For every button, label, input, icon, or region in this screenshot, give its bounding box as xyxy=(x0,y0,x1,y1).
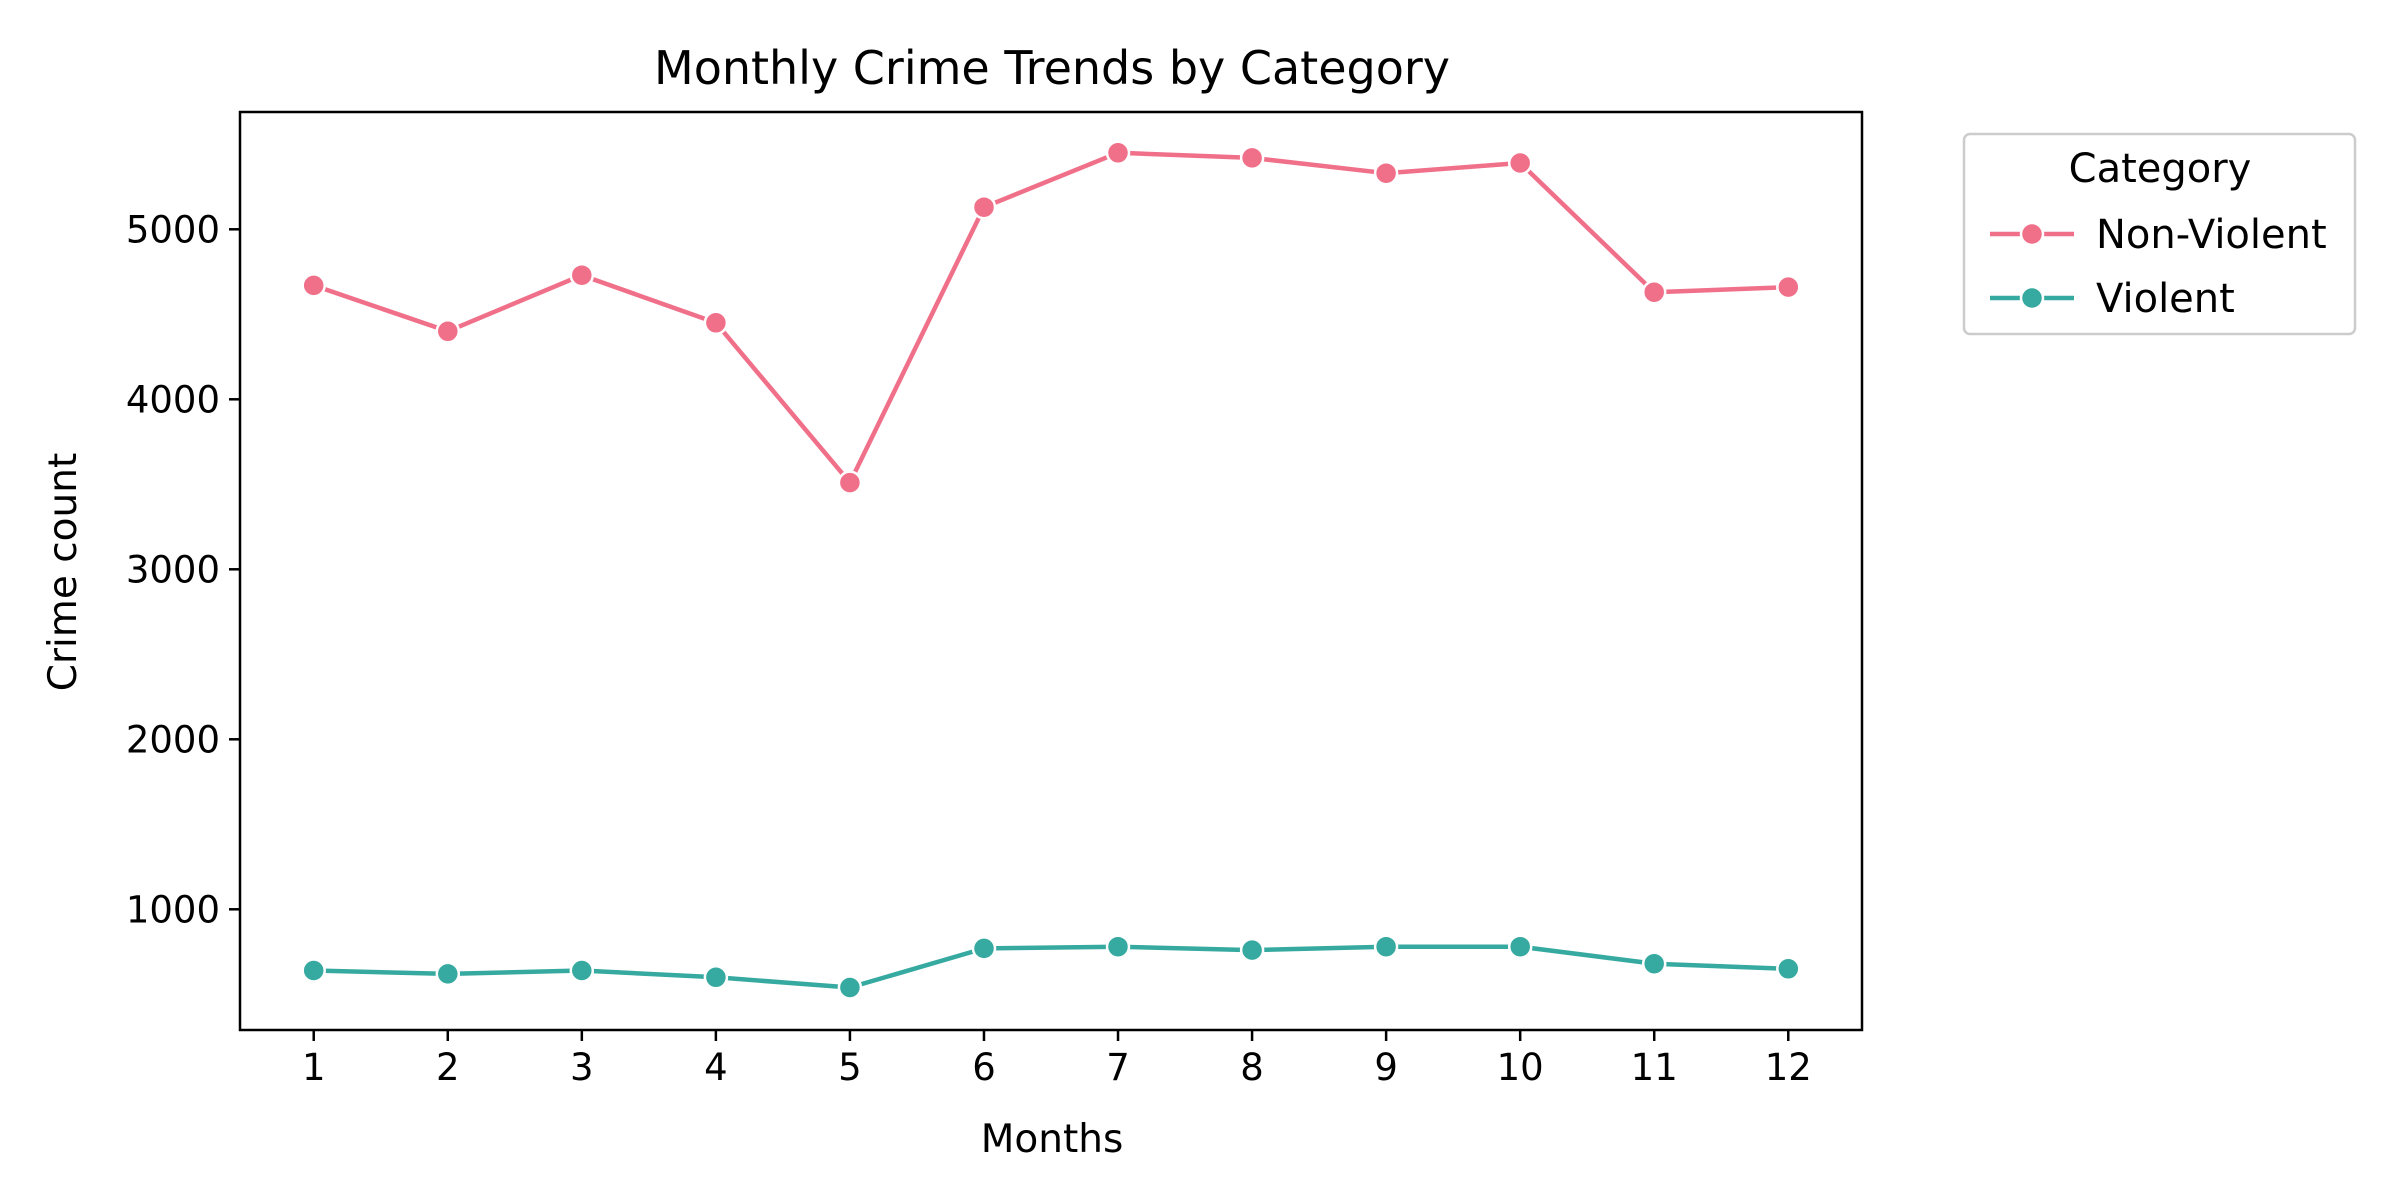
x-tick-label: 9 xyxy=(1374,1046,1398,1089)
legend-marker-non-violent xyxy=(2019,221,2045,247)
x-tick-label: 10 xyxy=(1497,1046,1544,1089)
data-point-non-violent-9 xyxy=(1373,160,1399,186)
legend-label-violent: Violent xyxy=(2096,276,2235,322)
x-tick-label: 5 xyxy=(838,1046,862,1089)
axes-frame xyxy=(238,110,1864,1032)
y-tick-label: 4000 xyxy=(126,378,220,421)
data-point-violent-4 xyxy=(703,965,729,990)
y-tick-label: 5000 xyxy=(126,208,220,251)
legend-label-non-violent: Non-Violent xyxy=(2096,212,2327,258)
data-point-non-violent-8 xyxy=(1239,145,1265,171)
data-point-non-violent-5 xyxy=(837,470,863,495)
data-point-violent-8 xyxy=(1239,937,1265,963)
legend-frame xyxy=(1962,132,2357,336)
legend-title: Category xyxy=(2069,146,2252,192)
x-tick-label: 2 xyxy=(436,1046,460,1089)
data-point-non-violent-2 xyxy=(435,319,461,344)
legend-entries: Non-Violent Violent xyxy=(1990,212,2327,322)
y-tick-label: 3000 xyxy=(126,548,220,591)
y-axis-label: Crime count xyxy=(41,453,86,692)
data-point-non-violent-11 xyxy=(1641,279,1667,305)
data-point-violent-11 xyxy=(1641,951,1667,976)
data-point-non-violent-6 xyxy=(971,194,997,220)
x-axis-label: Months xyxy=(981,1117,1124,1162)
x-tick-label: 11 xyxy=(1631,1046,1678,1089)
chart-title: Monthly Crime Trends by Category xyxy=(654,41,1450,95)
data-point-non-violent-3 xyxy=(569,262,595,288)
data-point-non-violent-1 xyxy=(301,273,326,298)
data-point-violent-6 xyxy=(971,936,997,961)
data-point-non-violent-12 xyxy=(1776,274,1801,300)
data-point-violent-12 xyxy=(1776,956,1801,982)
legend-marker-violent xyxy=(2019,285,2045,311)
x-tick-label: 12 xyxy=(1765,1046,1812,1089)
legend: Category Non-Violent Violent xyxy=(1962,132,2357,336)
data-point-violent-7 xyxy=(1105,934,1131,959)
data-point-non-violent-4 xyxy=(703,310,729,336)
y-tick-label: 1000 xyxy=(126,888,220,931)
y-tick-label: 2000 xyxy=(126,718,220,761)
data-point-non-violent-10 xyxy=(1507,150,1533,176)
data-point-violent-2 xyxy=(435,961,461,987)
data-point-non-violent-7 xyxy=(1105,140,1131,166)
data-point-violent-5 xyxy=(837,975,863,1000)
x-tick-label: 4 xyxy=(704,1046,728,1089)
x-tick-label: 7 xyxy=(1106,1046,1130,1089)
data-point-violent-1 xyxy=(301,958,326,983)
x-tick-label: 3 xyxy=(570,1046,594,1089)
series-line-non-violent xyxy=(311,150,1791,485)
data-point-violent-9 xyxy=(1373,934,1399,959)
data-point-violent-3 xyxy=(569,958,595,983)
x-tick-label: 8 xyxy=(1240,1046,1264,1089)
x-tick-label: 1 xyxy=(302,1046,326,1089)
data-point-violent-10 xyxy=(1507,934,1533,959)
x-tick-label: 6 xyxy=(972,1046,996,1089)
series-line-violent xyxy=(311,944,1791,990)
